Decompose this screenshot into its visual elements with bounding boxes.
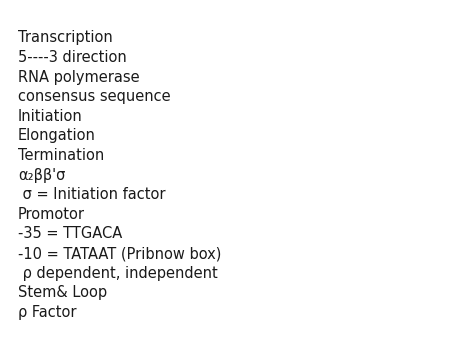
Text: RNA polymerase: RNA polymerase <box>18 70 140 84</box>
Text: α₂ββ'σ: α₂ββ'σ <box>18 168 65 183</box>
Text: 5----3 direction: 5----3 direction <box>18 50 127 65</box>
Text: consensus sequence: consensus sequence <box>18 89 171 104</box>
Text: Stem& Loop: Stem& Loop <box>18 285 107 300</box>
Text: Termination: Termination <box>18 148 104 163</box>
Text: -10 = TATAAT (Pribnow box): -10 = TATAAT (Pribnow box) <box>18 246 221 261</box>
Text: ρ dependent, independent: ρ dependent, independent <box>18 266 218 281</box>
Text: Promotor: Promotor <box>18 207 85 222</box>
Text: Elongation: Elongation <box>18 128 96 143</box>
Text: Transcription: Transcription <box>18 30 113 45</box>
Text: Initiation: Initiation <box>18 109 83 124</box>
Text: σ = Initiation factor: σ = Initiation factor <box>18 187 166 202</box>
Text: -35 = TTGACA: -35 = TTGACA <box>18 226 122 241</box>
Text: ρ Factor: ρ Factor <box>18 305 76 320</box>
